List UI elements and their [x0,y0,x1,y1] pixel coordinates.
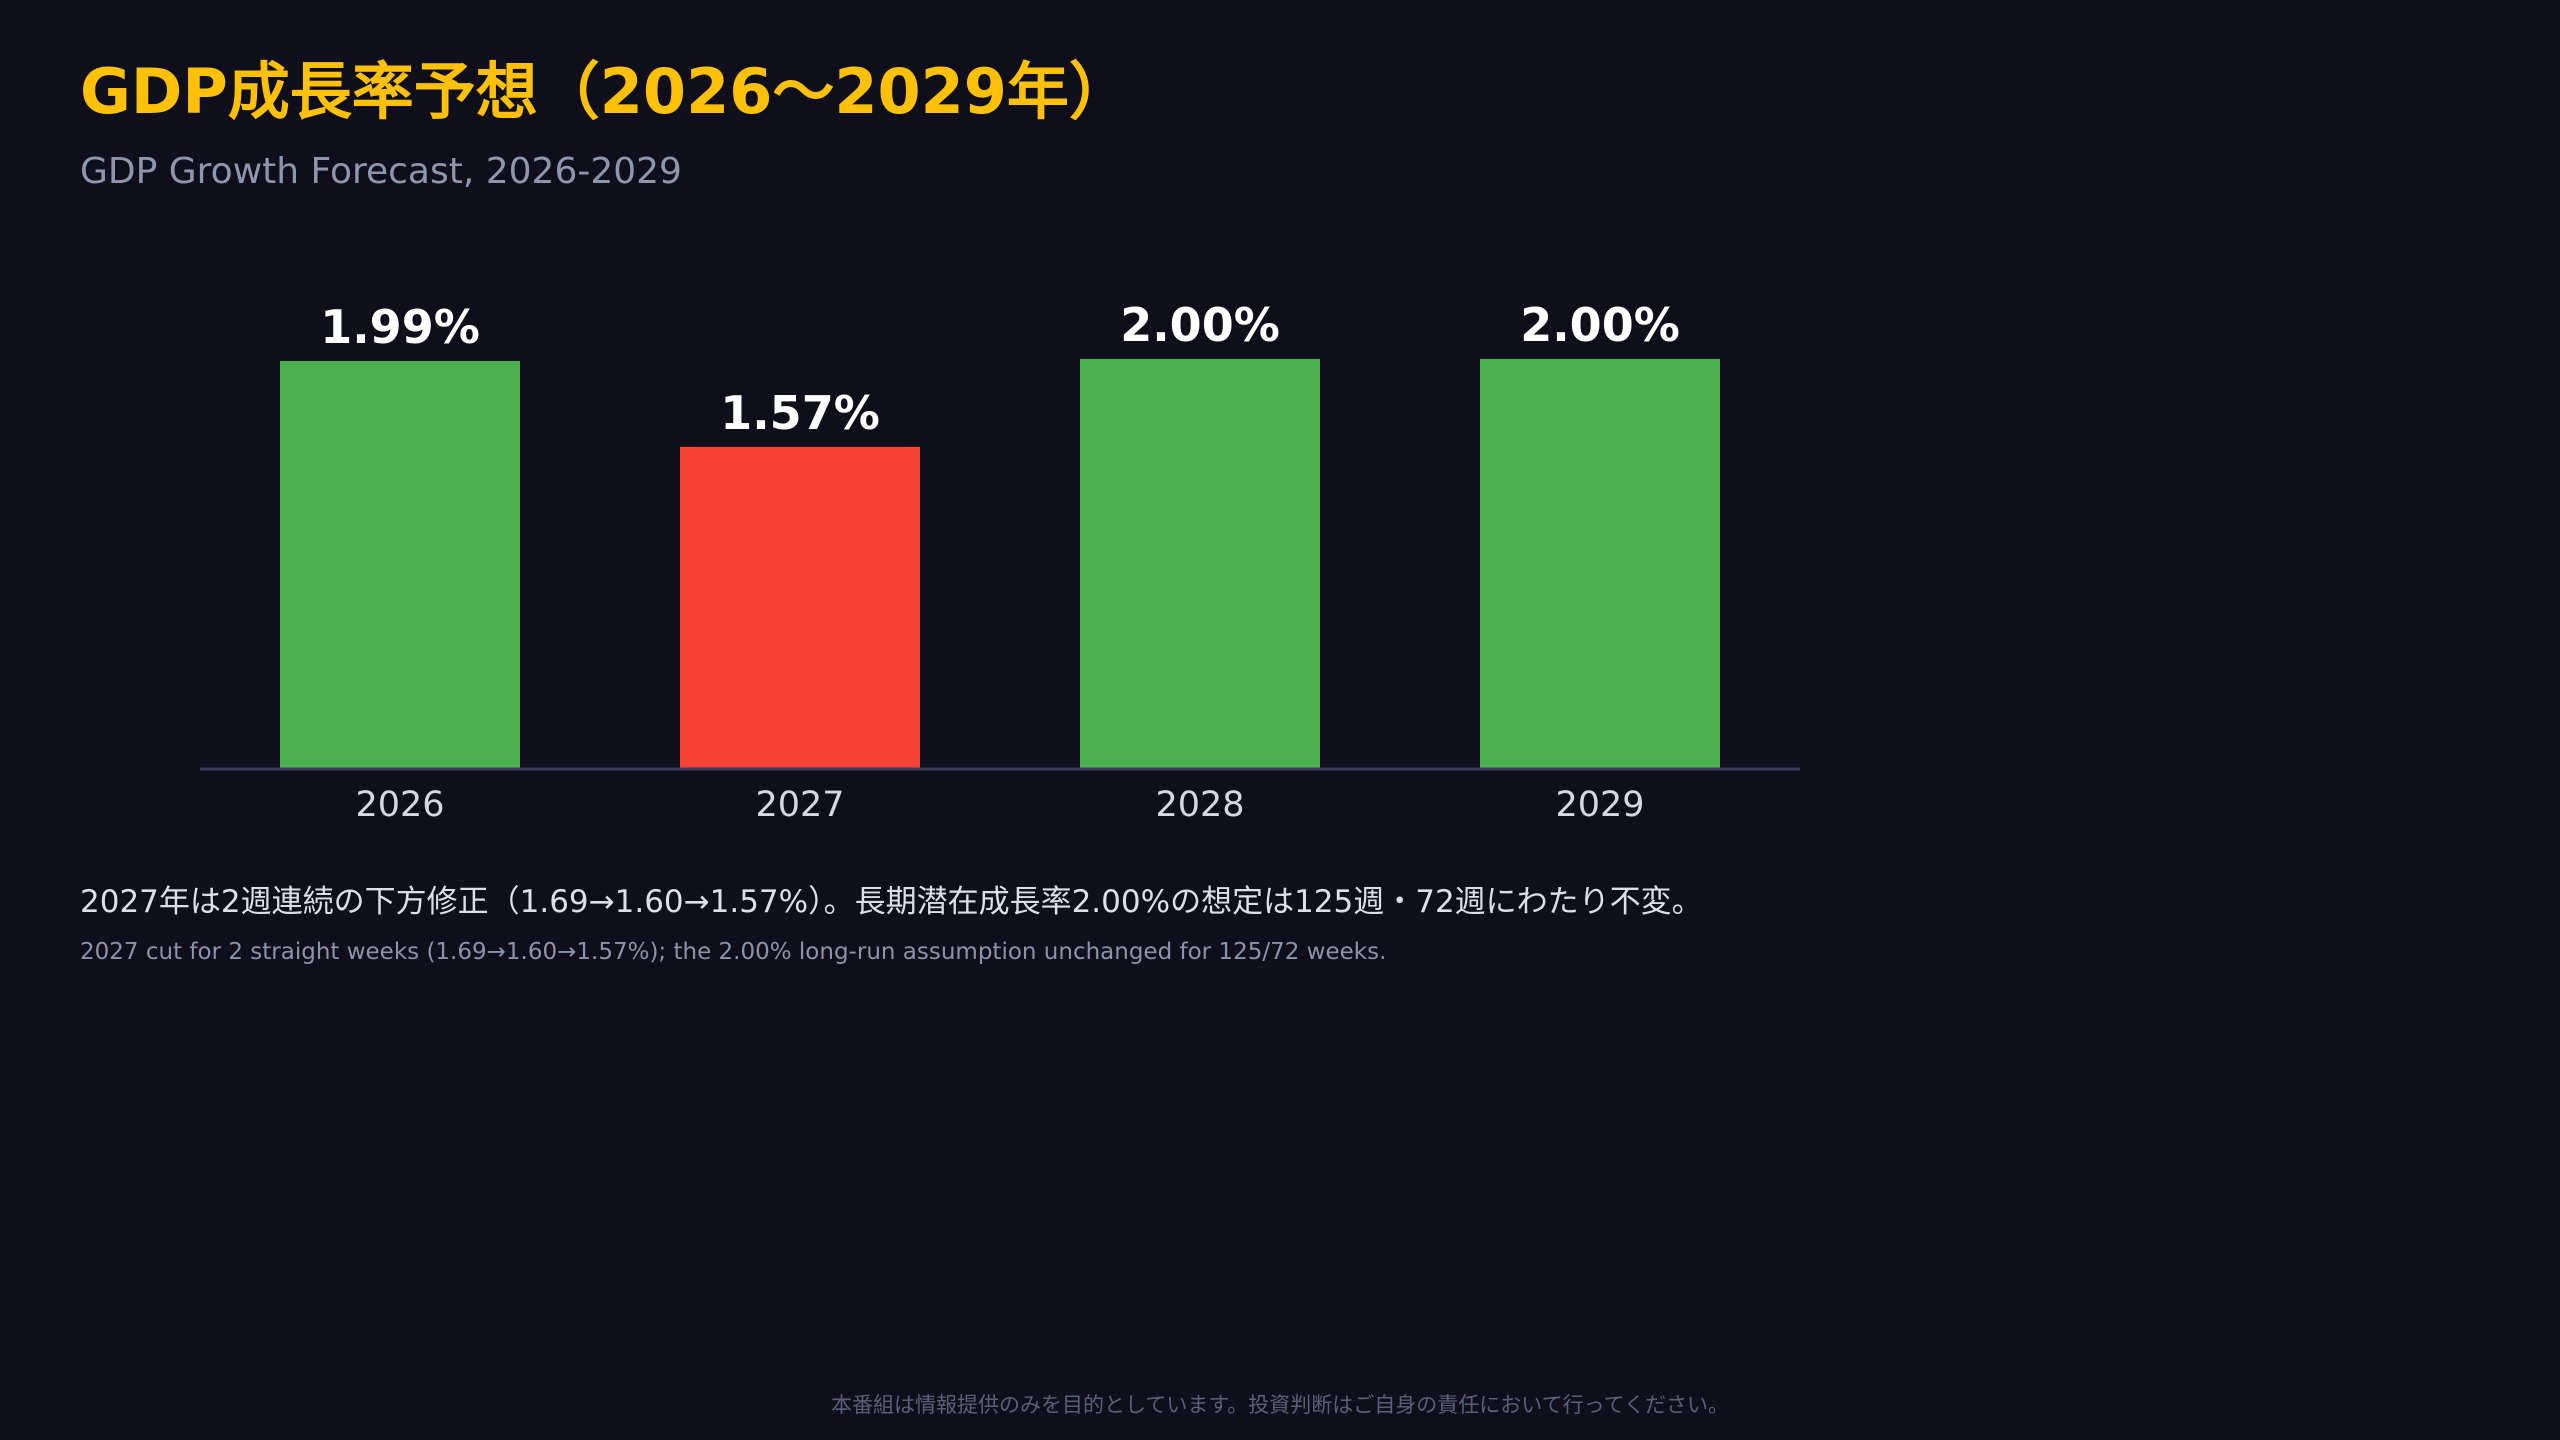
bar-chart: 1.99% 2026 1.57% 2027 2.00% 2028 2.00% 2029 [200,298,1800,825]
tick-label-2027: 2027 [755,785,844,825]
bar-2029 [1480,358,1720,768]
note-english: 2027 cut for 2 straight weeks (1.69→1.60… [80,939,1387,965]
value-label-2028: 2.00% [1120,298,1280,352]
page-title: GDP成長率予想（2026〜2029年） [80,55,1131,128]
page-subtitle: GDP Growth Forecast, 2026-2029 [80,151,682,192]
tick-label-2026: 2026 [355,785,444,825]
tick-label-2029: 2029 [1555,785,1644,825]
value-label-2029: 2.00% [1520,298,1680,352]
bar-2026 [280,360,520,768]
bar-2027 [680,446,920,768]
tick-label-2028: 2028 [1155,785,1244,825]
note-japanese: 2027年は2週連続の下方修正（1.69→1.60→1.57%）。長期潜在成長率… [80,884,1703,920]
bar-2028 [1080,358,1320,768]
value-label-2027: 1.57% [720,386,880,440]
disclaimer: 本番組は情報提供のみを目的としています。投資判断はご自身の責任において行ってくだ… [831,1393,1729,1417]
value-label-2026: 1.99% [320,300,480,354]
